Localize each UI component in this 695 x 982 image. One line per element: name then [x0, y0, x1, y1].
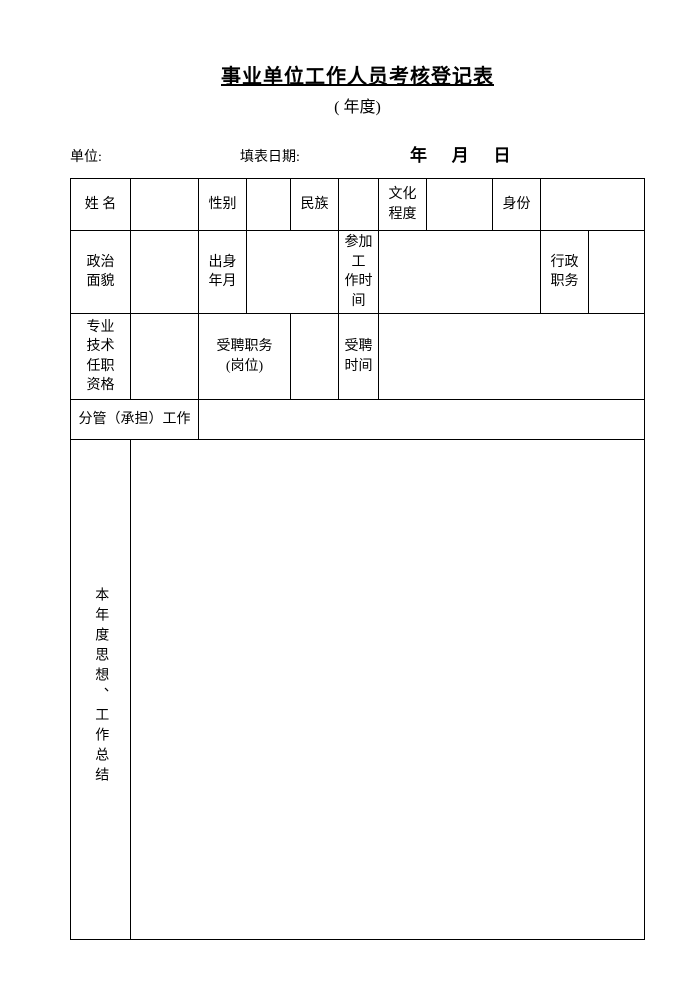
fill-date-label: 填表日期: — [240, 146, 410, 166]
label-hiretime-l1: 受聘 — [345, 339, 373, 354]
row-professional: 专业 技术 任职 资格 受聘职务 (岗位) 受聘 时间 — [71, 314, 645, 400]
field-identity[interactable] — [541, 179, 645, 231]
field-gender[interactable] — [247, 179, 291, 231]
field-political[interactable] — [131, 231, 199, 314]
page-container: 事业单位工作人员考核登记表 ( 年度) 单位: 填表日期: 年 月 日 姓 名 … — [0, 0, 695, 980]
label-hire-time: 受聘 时间 — [339, 314, 379, 400]
label-admin-l2: 职务 — [551, 274, 579, 289]
row-basic-info: 姓 名 性别 民族 文化 程度 身份 — [71, 179, 645, 231]
label-education: 文化 程度 — [379, 179, 427, 231]
meta-row: 单位: 填表日期: 年 月 日 — [70, 141, 645, 166]
label-admin-post: 行政 职务 — [541, 231, 589, 314]
field-hire-post[interactable] — [291, 314, 339, 400]
row-assigned-work: 分管（承担）工作 — [71, 400, 645, 440]
label-hire-l2: (岗位) — [226, 359, 263, 374]
field-join-work[interactable] — [379, 231, 541, 314]
label-prof-l1: 专业 — [87, 320, 115, 335]
field-admin-post[interactable] — [589, 231, 645, 314]
form-title: 事业单位工作人员考核登记表 — [70, 60, 645, 89]
label-admin-l1: 行政 — [551, 255, 579, 270]
form-subtitle: ( 年度) — [70, 93, 645, 117]
field-ethnic[interactable] — [339, 179, 379, 231]
field-assigned-work[interactable] — [199, 400, 645, 440]
label-birth-l2: 年月 — [209, 274, 237, 289]
field-name[interactable] — [131, 179, 199, 231]
label-name: 姓 名 — [71, 179, 131, 231]
label-birth: 出身 年月 — [199, 231, 247, 314]
field-education[interactable] — [427, 179, 493, 231]
label-join-work: 参加工 作时间 — [339, 231, 379, 314]
label-education-l1: 文化 — [389, 187, 417, 202]
row-political: 政治 面貌 出身 年月 参加工 作时间 行政 职务 — [71, 231, 645, 314]
label-ethnic: 民族 — [291, 179, 339, 231]
label-join-l1: 参加工 — [345, 235, 373, 270]
field-prof-qual[interactable] — [131, 314, 199, 400]
label-hire-l1: 受聘职务 — [217, 339, 273, 354]
label-education-l2: 程度 — [389, 207, 417, 222]
label-annual-summary-text: 本年度思想、工作总结 — [91, 587, 111, 787]
field-birth[interactable] — [247, 231, 339, 314]
label-join-l2: 作时间 — [345, 274, 373, 309]
label-identity: 身份 — [493, 179, 541, 231]
row-summary: 本年度思想、工作总结 — [71, 440, 645, 940]
unit-label: 单位: — [70, 146, 240, 166]
label-political-l2: 面貌 — [87, 274, 115, 289]
assessment-form-table: 姓 名 性别 民族 文化 程度 身份 政治 面貌 出身 年月 — [70, 178, 645, 940]
label-prof-qual: 专业 技术 任职 资格 — [71, 314, 131, 400]
label-hire-post: 受聘职务 (岗位) — [199, 314, 291, 400]
label-birth-l1: 出身 — [209, 255, 237, 270]
label-gender: 性别 — [199, 179, 247, 231]
field-annual-summary[interactable] — [131, 440, 645, 940]
field-hire-time[interactable] — [379, 314, 645, 400]
subtitle-suffix: 年度) — [343, 99, 380, 116]
label-annual-summary: 本年度思想、工作总结 — [71, 440, 131, 940]
label-prof-l4: 资格 — [87, 378, 115, 393]
label-hiretime-l2: 时间 — [345, 359, 373, 374]
label-political: 政治 面貌 — [71, 231, 131, 314]
label-prof-l3: 任职 — [87, 359, 115, 374]
label-assigned-work: 分管（承担）工作 — [71, 400, 199, 440]
fill-date-value: 年 月 日 — [410, 141, 520, 166]
label-prof-l2: 技术 — [87, 339, 115, 354]
label-political-l1: 政治 — [87, 255, 115, 270]
